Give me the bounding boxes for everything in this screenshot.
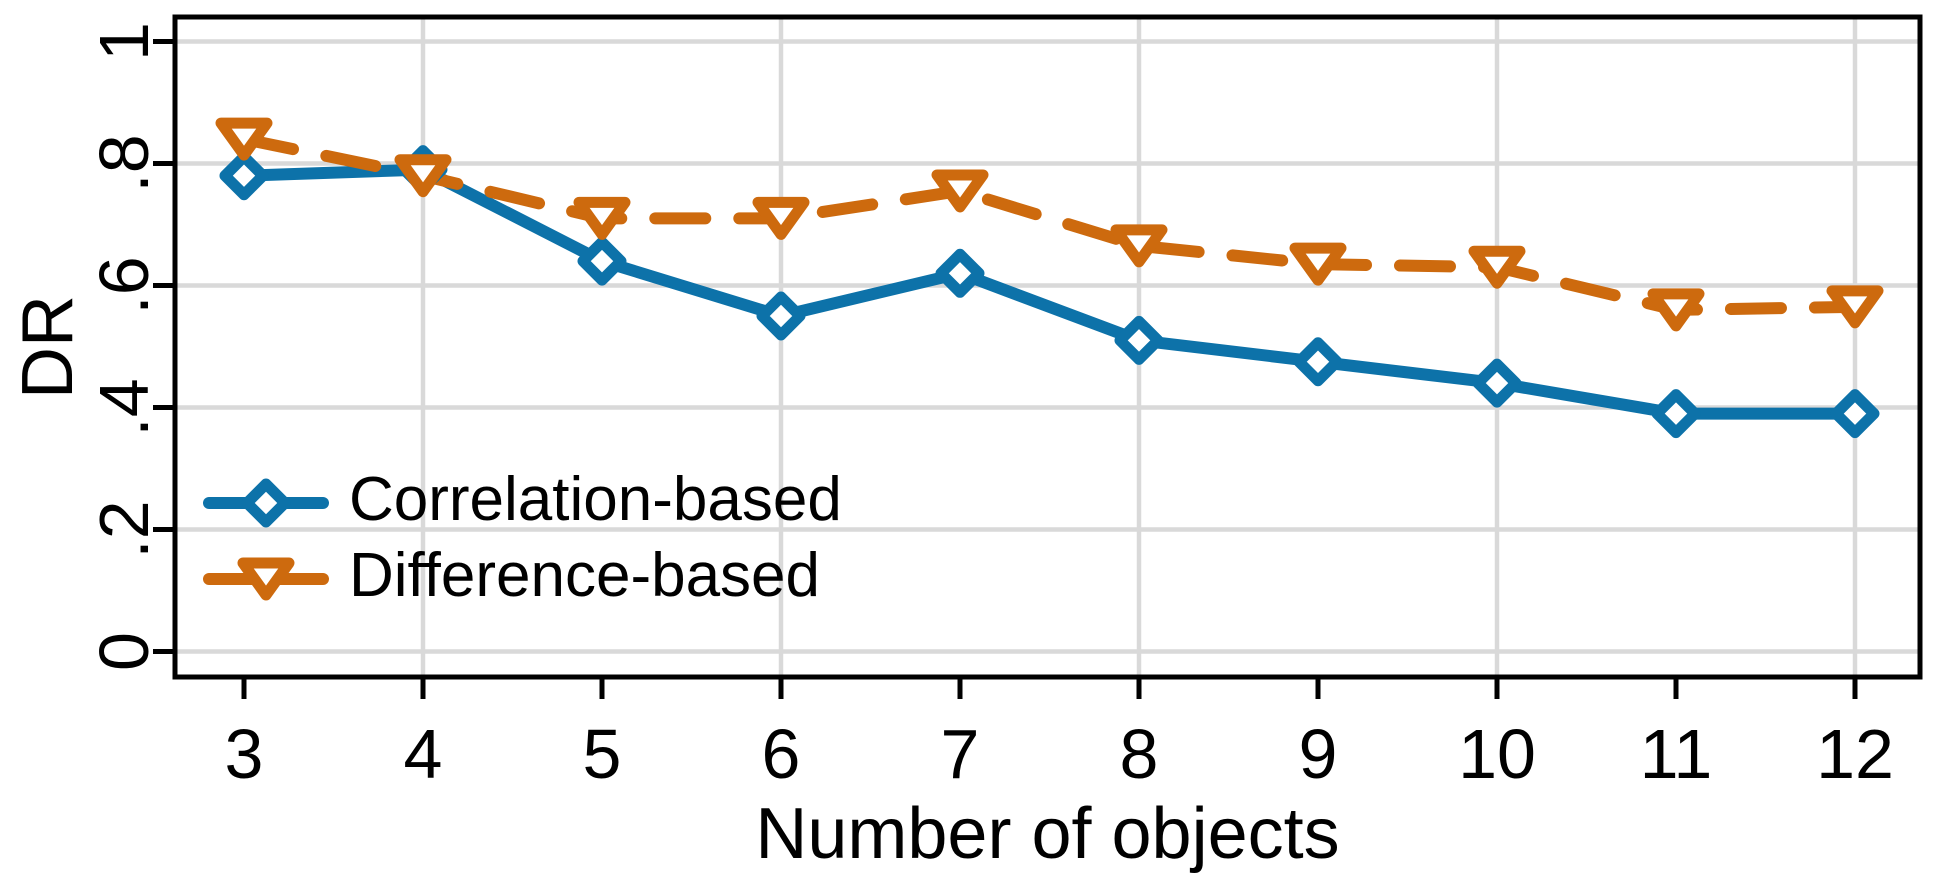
x-axis-title: Number of objects — [755, 794, 1340, 874]
marker-diamond — [1293, 337, 1343, 387]
marker-triangle-down — [394, 154, 452, 198]
series-line-1 — [238, 133, 1861, 316]
y-tick-label: .8 — [85, 134, 163, 192]
marker-triangle-down — [573, 196, 631, 240]
marker-triangle-down — [1468, 245, 1526, 289]
x-tick-label: 4 — [404, 715, 443, 793]
marker-diamond — [756, 291, 806, 341]
x-tick-label: 12 — [1816, 715, 1894, 793]
legend-marker-triangle-down — [203, 557, 329, 601]
marker-diamond — [935, 248, 985, 298]
y-tick-label: .4 — [85, 378, 163, 436]
legend-item-1: Difference-based — [203, 542, 842, 614]
x-tick-label: 3 — [225, 715, 264, 793]
marker-diamond — [577, 236, 627, 286]
marker-triangle-down — [1110, 224, 1168, 268]
x-tick-label: 10 — [1458, 715, 1536, 793]
x-tick-label: 8 — [1120, 715, 1159, 793]
marker-diamond — [1651, 389, 1701, 439]
marker-triangle-down — [1826, 285, 1884, 329]
y-tick-label: .6 — [85, 256, 163, 314]
legend-item-0: Correlation-based — [203, 466, 842, 538]
y-axis-title: DR — [8, 295, 88, 399]
marker-triangle-down — [1647, 288, 1705, 332]
legend-label: Difference-based — [349, 541, 821, 610]
marker-triangle-down — [752, 196, 810, 240]
legend-marker-diamond — [203, 478, 329, 528]
x-tick-label: 7 — [941, 715, 980, 793]
marker-triangle-down — [1289, 242, 1347, 286]
x-tick-label: 9 — [1299, 715, 1338, 793]
marker-diamond — [219, 151, 269, 201]
marker-diamond — [1114, 315, 1164, 365]
x-tick-label: 6 — [762, 715, 801, 793]
marker-diamond — [1472, 358, 1522, 408]
y-tick-label: 0 — [85, 632, 163, 671]
y-tick-label: .2 — [85, 500, 163, 558]
y-tick-label: 1 — [85, 22, 163, 61]
legend: Correlation-based Difference-based — [203, 466, 842, 614]
legend-label: Correlation-based — [349, 465, 842, 534]
marker-diamond — [1830, 389, 1880, 439]
y-axis-title-wrap: DR — [0, 17, 96, 677]
x-tick-label: 11 — [1640, 715, 1713, 793]
series-line-0 — [238, 163, 1861, 420]
marker-triangle-down — [215, 117, 273, 161]
x-tick-label: 5 — [583, 715, 622, 793]
plot-frame — [172, 14, 1923, 680]
marker-triangle-down — [931, 169, 989, 213]
